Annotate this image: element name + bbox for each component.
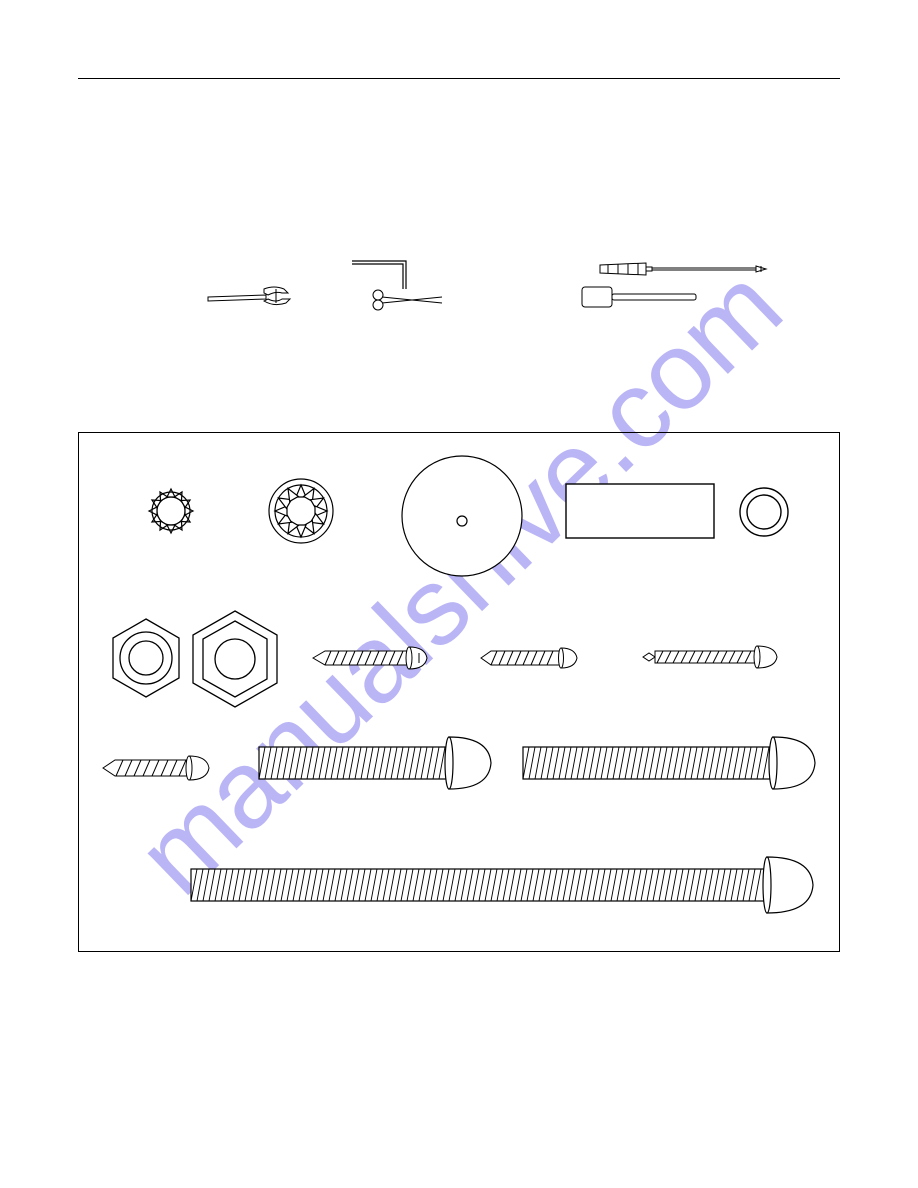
external-tooth-lock-washer-small-icon <box>139 479 203 543</box>
button-head-bolt-medium-1-icon <box>255 733 495 793</box>
adjustable-wrench-icon <box>206 283 302 307</box>
hex-key-icon <box>348 255 438 291</box>
large-round-cap-icon <box>397 451 527 581</box>
rectangular-spacer-icon <box>565 483 715 539</box>
tool-row <box>200 255 800 315</box>
self-drilling-screw-icon <box>641 643 781 671</box>
hex-nut-icon <box>101 613 191 703</box>
page: manualshive.com <box>0 0 918 1188</box>
button-head-bolt-long-icon <box>187 853 817 917</box>
top-rule <box>78 78 840 79</box>
phillips-screwdriver-icon <box>598 255 768 283</box>
hardware-box <box>78 432 840 952</box>
scissors-icon <box>368 287 446 311</box>
sheet-metal-screw-2-icon <box>479 645 579 671</box>
flat-washer-ring-icon <box>737 485 791 539</box>
button-head-bolt-medium-2-icon <box>519 733 819 793</box>
rubber-mallet-icon <box>580 281 700 311</box>
small-screw-icon <box>101 753 211 783</box>
hex-nut-large-icon <box>181 605 289 713</box>
internal-tooth-lock-washer-icon <box>259 469 343 553</box>
sheet-metal-screw-1-icon <box>311 643 431 673</box>
